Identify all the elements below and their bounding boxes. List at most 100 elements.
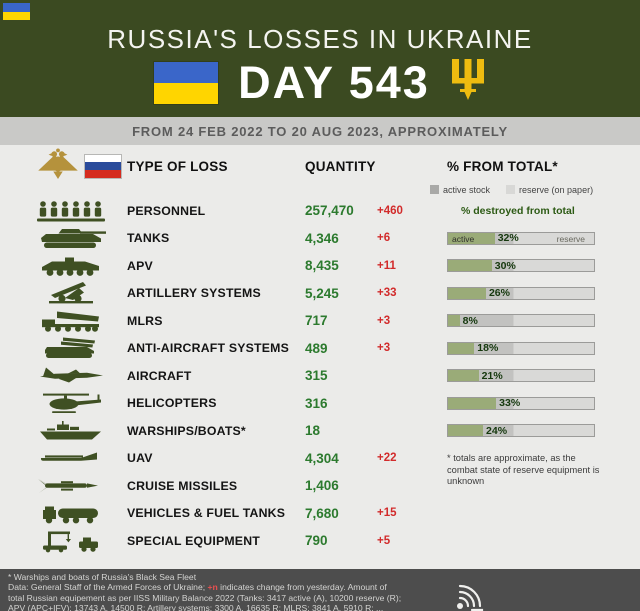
change-value: +6 <box>377 232 391 245</box>
table-row: PERSONNEL 257,470 +460 % destroyed from … <box>0 197 640 225</box>
percent-value: 30% <box>494 259 516 272</box>
percent-bar-fill <box>448 370 479 382</box>
loss-type-label: WARSHIPS/BOATS* <box>127 423 246 438</box>
radar-logo-icon <box>448 570 500 611</box>
percent-value: 21% <box>481 369 503 382</box>
uav-icon <box>35 446 127 470</box>
helicopter-icon <box>35 391 127 415</box>
reserve-footnote: * totals are approximate, as the combat … <box>447 453 600 487</box>
russian-flag-icon <box>84 153 122 179</box>
quantity-value: 18 <box>305 423 321 439</box>
table-row: UAV 4,304 +22 * totals are approximate, … <box>0 445 640 486</box>
destroyed-from-total-label: % destroyed from total <box>461 204 575 217</box>
special-equipment-icon <box>35 529 127 553</box>
footer-line-4: APV (APC+IFV): 13743 A, 14500 R; Artille… <box>8 603 384 611</box>
quantity-value: 4,346 <box>305 230 339 246</box>
loss-type-label: TANKS <box>127 231 170 246</box>
percent-bar: 18% <box>447 341 595 355</box>
loss-type-label: ARTILLERY SYSTEMS <box>127 286 261 301</box>
footer-line-2-pre: Data: General Staff of the Armed Forces … <box>8 582 208 593</box>
change-value: +460 <box>377 204 403 217</box>
footer-line-3: total Russian equipement as per IISS Mil… <box>8 592 402 603</box>
table-row: WARSHIPS/BOATS* 18 24% <box>0 417 640 445</box>
quantity-value: 4,304 <box>305 450 339 466</box>
artillery-icon <box>35 281 127 305</box>
page-title: RUSSIA'S LOSSES IN UKRAINE <box>107 24 533 54</box>
percent-bar-fill <box>448 315 460 327</box>
footer-change-indicator: +n <box>207 582 218 593</box>
bar-legend: active stock reserve (on paper) <box>0 182 640 197</box>
day-row: DAY 543 <box>0 59 640 106</box>
change-value: +3 <box>377 314 391 327</box>
table-row: MLRS 717 +3 8% <box>0 307 640 335</box>
percent-bar: 8% <box>447 314 595 328</box>
footer-line-2-post: indicates change from yesterday. Amount … <box>217 582 387 593</box>
footer: * Warships and boats of Russia's Black S… <box>0 569 640 611</box>
percent-value: 26% <box>488 287 510 300</box>
change-value: +15 <box>377 507 397 520</box>
table-header: TYPE OF LOSS QUANTITY % FROM TOTAL* <box>0 147 640 182</box>
table-row: TANKS 4,346 +6 32% active reserve <box>0 225 640 253</box>
change-value: +33 <box>377 287 397 300</box>
percent-bar: 21% <box>447 369 595 383</box>
table-row: VEHICLES & FUEL TANKS 7,680 +15 <box>0 500 640 528</box>
quantity-value: 8,435 <box>305 258 339 274</box>
footer-line-2: Data: General Staff of the Armed Forces … <box>8 582 640 592</box>
loss-type-label: ANTI-AIRCRAFT SYSTEMS <box>127 341 290 356</box>
percent-value: 18% <box>477 342 499 355</box>
loss-type-label: UAV <box>127 451 153 466</box>
table-row: ANTI-AIRCRAFT SYSTEMS 489 +3 18% <box>0 335 640 363</box>
table-row: HELICOPTERS 316 33% <box>0 390 640 418</box>
day-counter: DAY 543 <box>238 57 430 108</box>
legend-reserve: reserve (on paper) <box>506 185 593 195</box>
date-range-bar: FROM 24 FEB 2022 TO 20 AUG 2023, APPROXI… <box>0 117 640 145</box>
loss-type-label: SPECIAL EQUIPMENT <box>127 533 260 548</box>
column-header-type: TYPE OF LOSS <box>127 158 228 174</box>
trident-icon <box>450 59 486 106</box>
percent-bar: 32% active reserve <box>447 231 595 245</box>
footer-line-1: * Warships and boats of Russia's Black S… <box>8 572 197 582</box>
legend-active-stock: active stock <box>430 185 490 195</box>
bar-active-label: active <box>452 234 475 245</box>
change-value: +3 <box>377 342 391 355</box>
table-row: APV 8,435 +11 30% <box>0 252 640 280</box>
percent-bar-fill <box>448 397 497 409</box>
header: RUSSIA'S LOSSES IN UKRAINE DAY 543 <box>0 0 640 117</box>
percent-bar-fill <box>448 260 492 272</box>
table-row: AIRCRAFT 315 21% <box>0 362 640 390</box>
percent-bar: 24% <box>447 424 595 438</box>
active-stock-swatch-icon <box>430 185 439 194</box>
column-header-quantity: QUANTITY <box>305 158 376 174</box>
bar-reserve-label: reserve <box>556 234 585 245</box>
vehicles-icon <box>35 501 127 525</box>
quantity-value: 489 <box>305 340 328 356</box>
personnel-icon <box>35 199 127 223</box>
quantity-value: 717 <box>305 313 328 329</box>
loss-type-label: MLRS <box>127 313 163 328</box>
aircraft-icon <box>35 364 127 388</box>
percent-bar-fill <box>448 287 486 299</box>
cruise-missile-icon <box>35 474 127 498</box>
quantity-value: 5,245 <box>305 285 339 301</box>
loss-type-label: AIRCRAFT <box>127 368 192 383</box>
change-value: +5 <box>377 534 391 547</box>
warship-icon <box>35 419 127 443</box>
percent-bar-fill <box>448 232 495 244</box>
quantity-value: 316 <box>305 395 328 411</box>
anti-aircraft-icon <box>35 336 127 360</box>
percent-value: 24% <box>486 424 508 437</box>
quantity-value: 315 <box>305 368 328 384</box>
change-value: +22 <box>377 452 397 465</box>
percent-bar: 26% <box>447 286 595 300</box>
loss-type-label: VEHICLES & FUEL TANKS <box>127 506 286 521</box>
table-row: SPECIAL EQUIPMENT 790 +5 <box>0 527 640 555</box>
percent-value: 32% <box>497 232 519 245</box>
quantity-value: 7,680 <box>305 505 339 521</box>
table-row: ARTILLERY SYSTEMS 5,245 +33 26% <box>0 280 640 308</box>
tank-icon <box>35 226 127 250</box>
loss-type-label: PERSONNEL <box>127 203 206 218</box>
percent-bar: 30% <box>447 259 595 273</box>
quantity-value: 1,406 <box>305 478 339 494</box>
percent-value: 33% <box>499 397 521 410</box>
